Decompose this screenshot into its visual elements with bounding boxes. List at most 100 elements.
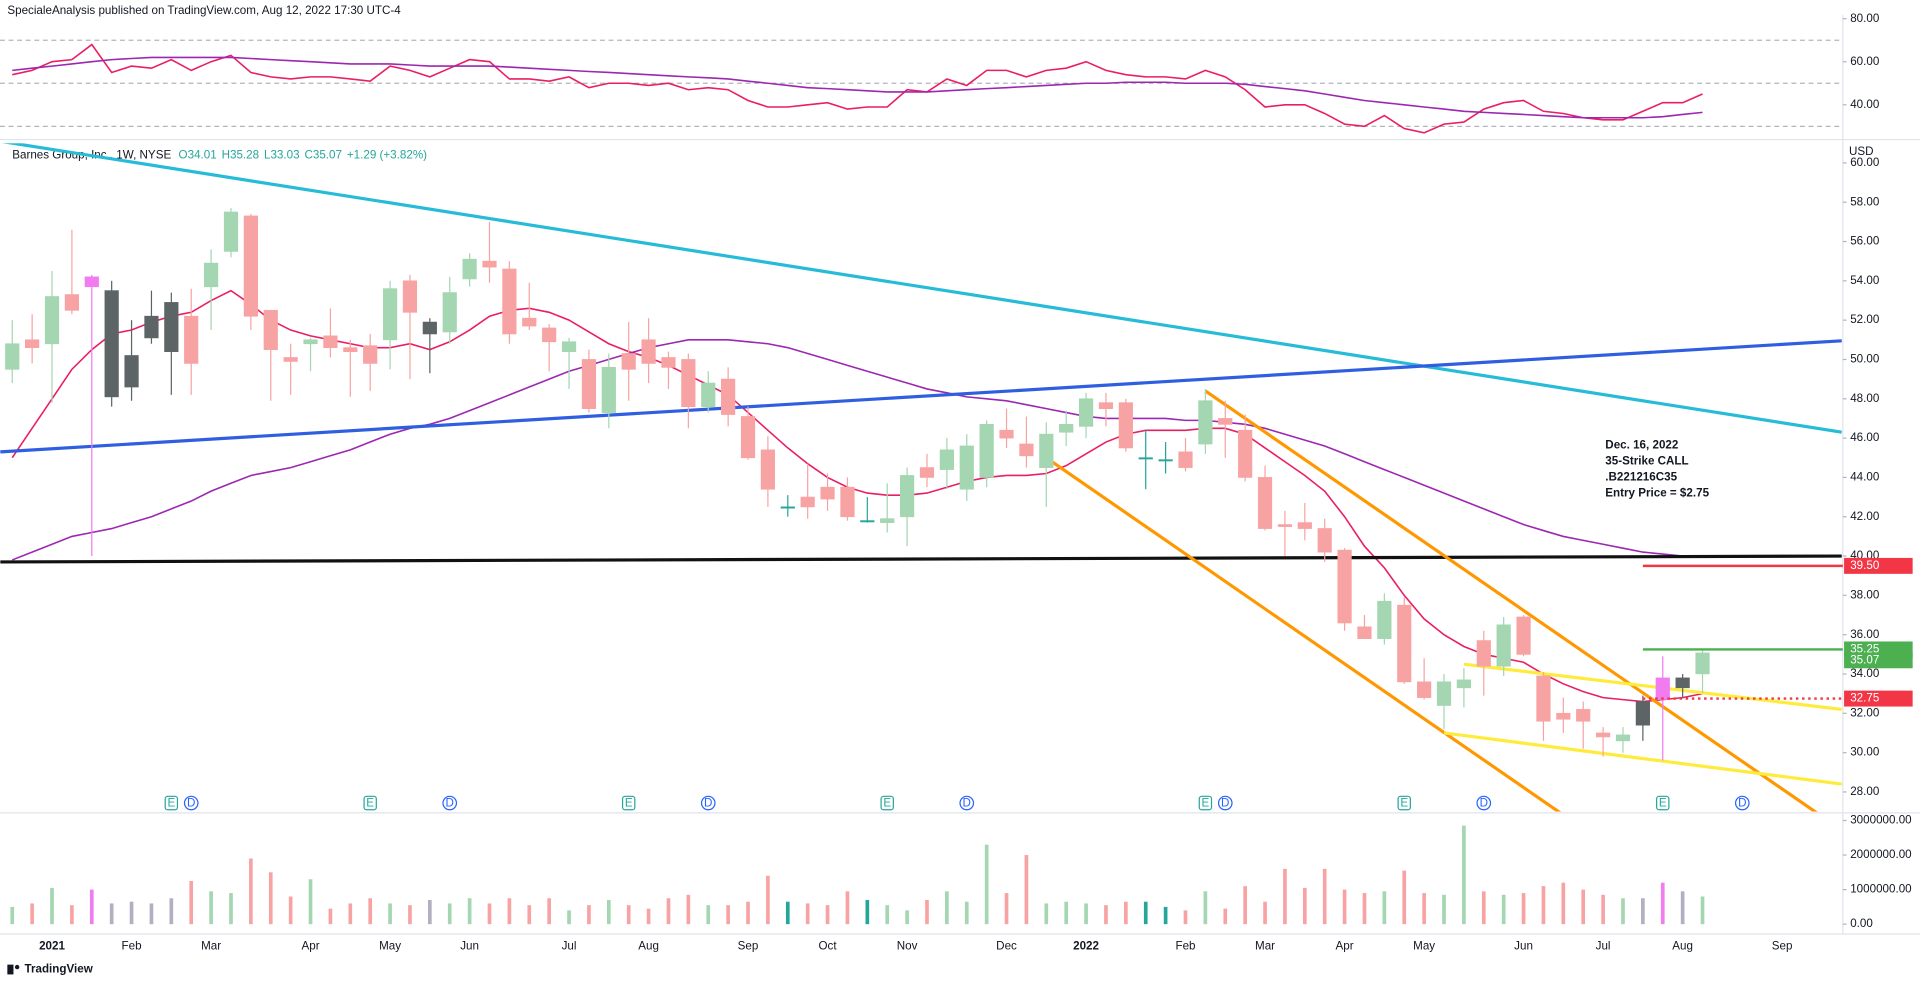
volume-bar [885,905,890,925]
candle-body [1675,677,1690,689]
event-badge [700,795,716,811]
y-tick-label: 56.00 [1850,235,1880,248]
volume-bar [189,880,194,925]
event-label: E [1202,797,1210,810]
volume-bar [1362,893,1367,925]
event-label: D [704,797,712,810]
event-label: E [625,797,633,810]
volume-bar [567,910,571,925]
volume-bar [348,903,353,925]
x-tick-label: May [379,939,401,952]
trendline [1463,662,1842,711]
volume-bar [428,899,432,925]
footer-brand: TradingView [24,963,93,976]
volume-bar [89,889,94,925]
volume-bar [467,898,472,925]
volume-bar [1621,898,1625,925]
y-tick-label: 38.00 [1850,588,1880,601]
volume-bar [1521,893,1526,925]
x-tick-label: Dec [996,939,1017,952]
event-badge [442,795,458,811]
x-tick-label: Aug [1672,939,1693,952]
candle-body [1078,398,1094,427]
candle-body [1417,681,1432,698]
candle-body [303,339,318,345]
moving-average [11,339,1703,561]
volume-bar [109,903,114,925]
volume-bar [905,910,909,925]
x-tick-label: 2022 [1073,939,1099,952]
logo-dot [14,964,20,970]
volume-bar [288,896,293,925]
volume-bar [686,894,691,925]
volume-bar [1462,825,1466,925]
candle-body [899,475,915,518]
legend-change: +1.29 (+3.82%) [347,149,427,162]
candle-body [1019,443,1034,457]
candle-body [283,357,298,362]
candle-body [820,486,835,500]
volume-bar [1382,891,1387,925]
x-tick-label: Feb [1175,939,1195,952]
candle-body [661,357,676,368]
candle-body [25,339,40,349]
volume-bar [388,903,392,925]
x-tick-label: Sep [1772,939,1793,952]
candle-body [840,486,855,518]
y-tick-label: 1000000.00 [1850,883,1912,896]
x-tick-label: Mar [201,939,221,952]
x-tick-label: Jun [460,939,479,952]
candle-body [701,382,716,408]
volume-bar [308,879,313,925]
rsi-line [12,43,1703,134]
candle-body [721,378,736,415]
candle-body [621,353,636,370]
volume-bar [1004,893,1009,925]
volume-bar [507,898,512,925]
candle-body [860,520,875,523]
event-label: E [1400,797,1408,810]
trendline [1045,456,1562,812]
candle-body [780,506,795,509]
currency-label: USD [1849,145,1874,158]
candle-body [1436,681,1452,706]
candle-body [363,345,378,364]
y-tick-label: 28.00 [1850,785,1880,798]
volume-bar [1104,905,1108,925]
x-tick-label: 2021 [39,939,65,952]
volume-bar [945,891,949,925]
volume-bar [1223,908,1228,925]
candle-body [1257,477,1273,529]
candle-body [1277,524,1293,527]
candle-body [1655,677,1670,700]
volume-bar [70,905,74,925]
volume-bar [1581,889,1586,925]
candle-body [542,327,557,343]
event-badge [1397,795,1411,811]
volume-bar [964,901,969,925]
annotation-line: .B221216C35 [1605,471,1677,484]
y-tick-label: 30.00 [1850,746,1880,759]
candle-body [402,280,418,313]
candle-body [1516,616,1531,655]
y-tick-label: 42.00 [1850,510,1880,523]
volume-bar [1263,901,1267,925]
x-tick-label: Feb [122,939,142,952]
volume-bar [10,906,15,925]
x-tick-label: Mar [1255,939,1275,952]
candle-body [104,290,119,398]
candle-body [1039,433,1054,468]
candle-body [1556,712,1571,720]
candle-body [184,315,199,364]
price-pane [0,143,1842,812]
candle-body [979,423,994,478]
volume-bar [1342,889,1347,925]
volume-bar [1561,882,1566,925]
volume-bar [1601,894,1605,925]
volume-bar [925,899,929,925]
candle-body [1138,457,1153,460]
volume-bar [1024,855,1029,925]
volume-bar [805,903,810,925]
candle-body [502,268,517,335]
volume-bar [527,905,532,925]
